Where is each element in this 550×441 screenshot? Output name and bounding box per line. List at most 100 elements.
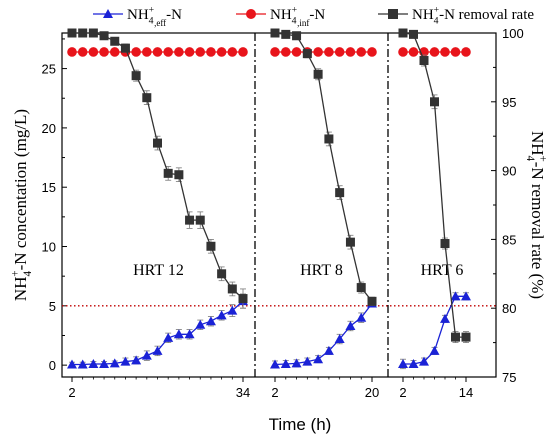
series-line xyxy=(274,303,373,366)
data-point xyxy=(206,47,216,57)
legend-inf-marker xyxy=(246,9,256,19)
series-rate xyxy=(398,28,471,344)
left-y-axis-title: NH4+-N concentation (mg/L) xyxy=(9,109,34,301)
x-tick-label: 14 xyxy=(459,385,473,400)
data-point xyxy=(291,358,302,368)
data-point xyxy=(461,332,471,342)
data-point xyxy=(334,47,345,57)
left-y-tick-label: 15 xyxy=(42,180,56,195)
series-line xyxy=(274,32,373,302)
data-point xyxy=(142,47,152,57)
right-y-tick-label: 80 xyxy=(502,301,516,316)
data-point xyxy=(324,47,334,57)
right-y-tick-label: 95 xyxy=(502,95,516,110)
data-point xyxy=(450,291,461,301)
data-point xyxy=(174,170,184,180)
data-point xyxy=(88,47,99,57)
panel-2: 2 20 HRT 8 xyxy=(270,28,379,400)
series-inf xyxy=(270,47,377,57)
x-tick-label: 2 xyxy=(68,385,75,400)
data-point xyxy=(163,168,173,178)
data-point xyxy=(313,47,323,57)
data-point xyxy=(450,47,461,57)
data-point xyxy=(67,47,77,57)
data-point xyxy=(280,358,291,368)
data-point xyxy=(173,329,184,339)
series-line xyxy=(72,32,244,300)
data-point xyxy=(238,47,248,57)
data-point xyxy=(184,47,195,57)
data-point xyxy=(67,28,77,38)
x-tick-label: 2 xyxy=(271,385,278,400)
data-point xyxy=(217,269,227,279)
panel-label: HRT 6 xyxy=(421,262,464,279)
data-point xyxy=(227,284,237,294)
data-point xyxy=(174,47,184,57)
data-point xyxy=(356,283,366,293)
data-point xyxy=(270,28,280,38)
left-y-tick-label: 10 xyxy=(42,240,56,255)
data-point xyxy=(67,359,77,369)
panel-label: HRT 12 xyxy=(133,262,184,279)
data-point xyxy=(324,134,334,144)
data-point xyxy=(152,47,163,57)
data-point xyxy=(120,356,131,366)
x-tick-label: 34 xyxy=(236,385,250,400)
data-point xyxy=(302,356,313,366)
data-point xyxy=(195,47,206,57)
data-point xyxy=(440,313,450,323)
series-inf xyxy=(67,47,248,57)
data-point xyxy=(238,294,248,304)
data-point xyxy=(335,188,345,198)
legend-eff-label: NH4+,eff-N xyxy=(127,4,182,28)
data-point xyxy=(109,47,120,57)
data-point xyxy=(141,350,152,360)
legend: NH4+,eff-N NH4+,inf-N NH4+-N removal rate xyxy=(93,4,534,28)
data-point xyxy=(131,47,141,57)
data-point xyxy=(163,47,173,57)
series-eff xyxy=(270,298,377,369)
data-point xyxy=(216,47,227,57)
data-point xyxy=(419,356,429,366)
data-point xyxy=(216,310,227,320)
data-point xyxy=(430,97,439,107)
left-y-axis-label: NH4+-N concentation (mg/L) xyxy=(9,109,34,301)
series-rate xyxy=(67,28,248,309)
data-point xyxy=(184,329,195,339)
data-point xyxy=(270,359,280,369)
right-y-axis-title: NH4+-N removal rate (%) xyxy=(524,131,549,299)
panel-1: 2 34 HRT 12 xyxy=(67,28,250,400)
data-point xyxy=(292,31,302,41)
data-point xyxy=(302,49,312,59)
x-tick-label: 2 xyxy=(399,385,406,400)
data-point xyxy=(356,312,367,322)
data-point xyxy=(88,358,99,368)
data-point xyxy=(334,334,345,344)
data-point xyxy=(419,56,429,66)
data-point xyxy=(142,93,152,103)
data-point xyxy=(345,237,355,247)
data-point xyxy=(120,43,130,53)
left-y-tick-label: 0 xyxy=(49,358,56,373)
data-point xyxy=(227,305,238,315)
data-point xyxy=(131,71,141,81)
data-point xyxy=(398,358,408,368)
data-point xyxy=(313,354,324,364)
left-y-tick-label: 20 xyxy=(42,121,56,136)
x-axis-label: Time (h) xyxy=(269,415,332,434)
right-y-tick-label: 100 xyxy=(502,26,524,41)
right-y-axis-label: NH4+-N removal rate (%) xyxy=(524,131,549,299)
panel-3: 2 14 HRT 6 xyxy=(398,28,473,400)
data-point xyxy=(99,47,109,57)
data-point xyxy=(429,47,440,57)
data-point xyxy=(409,29,418,39)
data-point xyxy=(152,345,163,355)
data-point xyxy=(205,316,216,326)
axes: 0 5 10 15 20 25 75 80 85 90 95 100 xyxy=(42,26,524,385)
data-point xyxy=(451,332,460,342)
legend-rate-marker xyxy=(388,9,398,19)
data-point xyxy=(291,47,302,57)
series-eff xyxy=(398,291,471,370)
data-point xyxy=(367,47,377,57)
data-point xyxy=(345,320,356,330)
